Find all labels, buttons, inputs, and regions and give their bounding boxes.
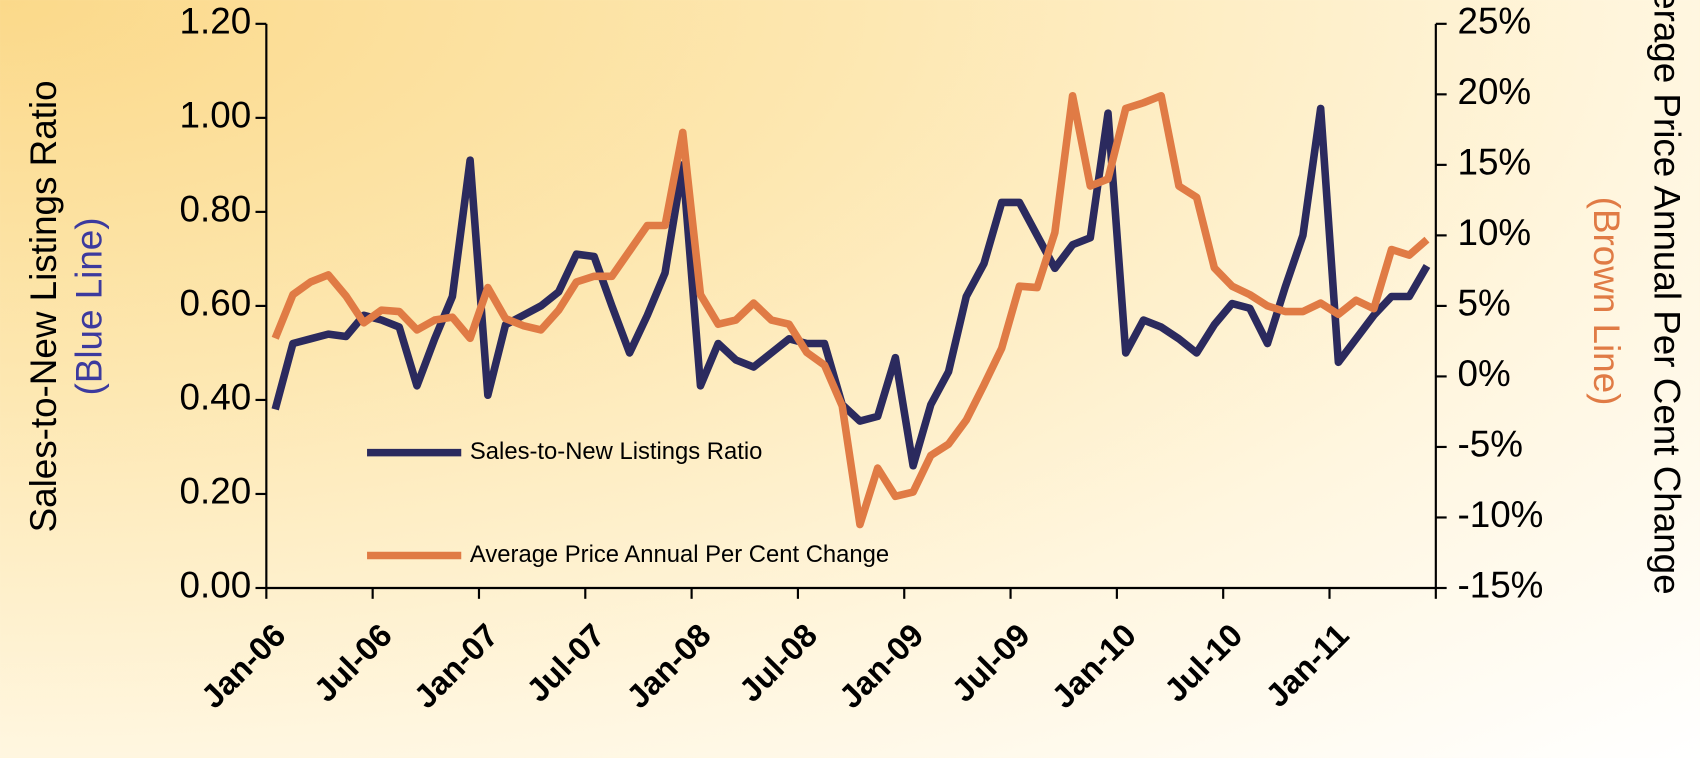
y-tick-label: 1.20 xyxy=(180,1,252,42)
y2-axis-note: (Brown Line) xyxy=(1586,197,1627,406)
x-tick-label: Jul-07 xyxy=(520,617,612,709)
y2-tick-label: 0% xyxy=(1457,353,1510,394)
y-tick-label: 0.60 xyxy=(180,283,252,324)
y2-tick-label: 20% xyxy=(1457,71,1531,112)
y-tick-label: 0.00 xyxy=(180,565,252,606)
y2-tick-label: 10% xyxy=(1457,212,1531,253)
series-line xyxy=(271,91,1430,529)
y2-tick-label: 25% xyxy=(1457,1,1531,42)
x-tick-label: Jan-08 xyxy=(620,617,718,715)
x-tick-label: Jan-10 xyxy=(1045,617,1143,715)
y-axis-note: (Blue Line) xyxy=(69,217,110,395)
y2-tick-label: -5% xyxy=(1457,424,1522,465)
legend-label: Average Price Annual Per Cent Change xyxy=(470,541,889,568)
series-line xyxy=(271,104,1431,470)
y2-tick-label: 5% xyxy=(1457,283,1510,324)
x-tick-label: Jan-06 xyxy=(194,617,292,715)
x-tick-label: Jul-10 xyxy=(1158,617,1250,709)
y-tick-label: 0.40 xyxy=(180,377,252,418)
legend-label: Sales-to-New Listings Ratio xyxy=(470,438,762,465)
y2-tick-label: 15% xyxy=(1457,142,1531,183)
y-tick-label: 1.00 xyxy=(180,95,252,136)
x-tick-label: Jul-09 xyxy=(945,617,1037,709)
x-tick-label: Jan-07 xyxy=(407,617,505,715)
y2-tick-label: -10% xyxy=(1457,494,1543,535)
x-tick-label: Jan-09 xyxy=(832,617,930,715)
x-tick-label: Jul-08 xyxy=(732,617,824,709)
y-tick-label: 0.20 xyxy=(180,471,252,512)
y2-tick-label: -15% xyxy=(1457,565,1543,606)
y2-axis-title: Average Price Annual Per Cent Change xyxy=(1647,0,1688,595)
y-tick-label: 0.80 xyxy=(180,189,252,230)
y-axis-title: Sales-to-New Listings Ratio xyxy=(23,80,64,532)
x-tick-label: Jul-06 xyxy=(307,617,399,709)
x-tick-label: Jan-11 xyxy=(1259,617,1356,714)
